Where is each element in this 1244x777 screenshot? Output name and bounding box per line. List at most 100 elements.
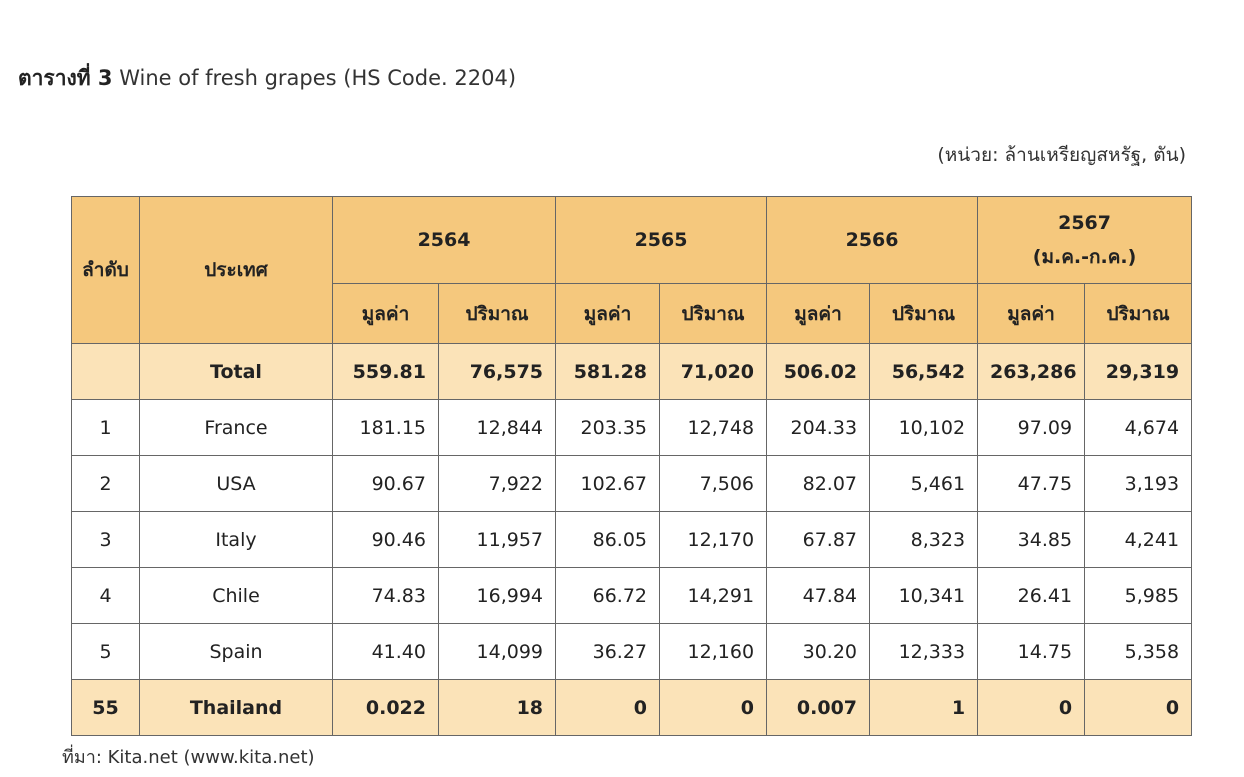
table-row-total: Total 559.81 76,575 581.28 71,020 506.02… <box>71 343 1193 400</box>
header-value: มูลค่า <box>977 283 1086 344</box>
unit-note: (หน่วย: ล้านเหรียญสหรัฐ, ตัน) <box>937 144 1186 166</box>
cell-value: 204.33 <box>766 399 871 456</box>
cell-quantity: 10,102 <box>869 399 979 456</box>
cell-value: 203.35 <box>555 399 661 456</box>
cell-quantity: 14,291 <box>659 567 768 624</box>
cell-rank: 2 <box>71 455 140 512</box>
cell-value: 47.84 <box>766 567 871 624</box>
header-country: ประเทศ <box>139 196 333 344</box>
cell-value: 181.15 <box>332 399 439 456</box>
cell-value: 0 <box>555 679 661 736</box>
cell-value: 41.40 <box>332 623 439 680</box>
cell-value: 66.72 <box>555 567 661 624</box>
header-year-2566: 2566 <box>766 196 979 284</box>
cell-value: 26.41 <box>977 567 1086 624</box>
cell-value: 74.83 <box>332 567 439 624</box>
table-title: ตารางที่ 3 Wine of fresh grapes (HS Code… <box>18 62 516 95</box>
cell-quantity: 4,674 <box>1084 399 1193 456</box>
cell-country: Total <box>139 343 333 400</box>
cell-value: 0.022 <box>332 679 439 736</box>
cell-quantity: 29,319 <box>1084 343 1193 400</box>
cell-value: 67.87 <box>766 511 871 568</box>
table-row: 5 Spain 41.40 14,099 36.27 12,160 30.20 … <box>71 623 1193 680</box>
header-year-2567: 2567 (ม.ค.-ก.ค.) <box>977 196 1193 284</box>
cell-quantity: 4,241 <box>1084 511 1193 568</box>
table-title-number: ตารางที่ 3 <box>18 66 113 90</box>
cell-rank: 1 <box>71 399 140 456</box>
cell-quantity: 12,748 <box>659 399 768 456</box>
cell-value: 263,286 <box>977 343 1086 400</box>
trade-table: ลำดับ ประเทศ 2564 2565 2566 2567 (ม.ค.-ก… <box>71 196 1193 736</box>
header-value: มูลค่า <box>766 283 871 344</box>
table-title-text: Wine of fresh grapes (HS Code. 2204) <box>112 66 517 90</box>
cell-rank: 3 <box>71 511 140 568</box>
cell-quantity: 56,542 <box>869 343 979 400</box>
cell-quantity: 3,193 <box>1084 455 1193 512</box>
cell-value: 581.28 <box>555 343 661 400</box>
cell-quantity: 8,323 <box>869 511 979 568</box>
cell-quantity: 76,575 <box>437 343 557 400</box>
header-value: มูลค่า <box>332 283 439 344</box>
cell-rank: 55 <box>71 679 140 736</box>
cell-country: France <box>139 399 333 456</box>
cell-rank <box>71 343 140 400</box>
cell-quantity: 10,341 <box>869 567 979 624</box>
header-year-2567-period: (ม.ค.-ก.ค.) <box>1032 246 1137 268</box>
header-quantity: ปริมาณ <box>437 283 557 344</box>
cell-quantity: 12,844 <box>437 399 557 456</box>
header-year-2565: 2565 <box>555 196 768 284</box>
source-note: ที่มา: Kita.net (www.kita.net) <box>62 747 315 768</box>
table-row-thailand: 55 Thailand 0.022 18 0 0 0.007 1 0 0 <box>71 679 1193 736</box>
cell-quantity: 7,506 <box>659 455 768 512</box>
cell-value: 90.67 <box>332 455 439 512</box>
cell-quantity: 5,985 <box>1084 567 1193 624</box>
header-row-years: ลำดับ ประเทศ 2564 2565 2566 2567 (ม.ค.-ก… <box>71 196 1193 344</box>
cell-value: 506.02 <box>766 343 871 400</box>
cell-quantity: 18 <box>437 679 557 736</box>
cell-country: Italy <box>139 511 333 568</box>
cell-value: 14.75 <box>977 623 1086 680</box>
cell-value: 30.20 <box>766 623 871 680</box>
table-row: 4 Chile 74.83 16,994 66.72 14,291 47.84 … <box>71 567 1193 624</box>
cell-quantity: 16,994 <box>437 567 557 624</box>
header-quantity: ปริมาณ <box>869 283 979 344</box>
cell-country: Spain <box>139 623 333 680</box>
header-rank: ลำดับ <box>71 196 140 344</box>
table-row: 2 USA 90.67 7,922 102.67 7,506 82.07 5,4… <box>71 455 1193 512</box>
header-quantity: ปริมาณ <box>659 283 768 344</box>
cell-value: 47.75 <box>977 455 1086 512</box>
cell-value: 0 <box>977 679 1086 736</box>
cell-quantity: 0 <box>659 679 768 736</box>
cell-value: 102.67 <box>555 455 661 512</box>
cell-value: 36.27 <box>555 623 661 680</box>
cell-quantity: 5,461 <box>869 455 979 512</box>
table-row: 3 Italy 90.46 11,957 86.05 12,170 67.87 … <box>71 511 1193 568</box>
cell-value: 90.46 <box>332 511 439 568</box>
cell-quantity: 11,957 <box>437 511 557 568</box>
cell-quantity: 12,160 <box>659 623 768 680</box>
cell-country: Chile <box>139 567 333 624</box>
cell-value: 34.85 <box>977 511 1086 568</box>
cell-rank: 5 <box>71 623 140 680</box>
cell-country: Thailand <box>139 679 333 736</box>
cell-quantity: 5,358 <box>1084 623 1193 680</box>
cell-country: USA <box>139 455 333 512</box>
header-year-2564: 2564 <box>331 196 557 284</box>
cell-value: 559.81 <box>332 343 439 400</box>
cell-quantity: 14,099 <box>437 623 557 680</box>
header-row-metrics: มูลค่า ปริมาณ มูลค่า ปริมาณ มูลค่า ปริมา… <box>72 283 1193 344</box>
cell-quantity: 1 <box>869 679 979 736</box>
cell-quantity: 71,020 <box>659 343 768 400</box>
cell-quantity: 12,333 <box>869 623 979 680</box>
cell-value: 86.05 <box>555 511 661 568</box>
header-quantity: ปริมาณ <box>1084 283 1193 344</box>
cell-quantity: 7,922 <box>437 455 557 512</box>
cell-value: 97.09 <box>977 399 1086 456</box>
header-value: มูลค่า <box>555 283 661 344</box>
cell-quantity: 12,170 <box>659 511 768 568</box>
cell-quantity: 0 <box>1084 679 1193 736</box>
table-row: 1 France 181.15 12,844 203.35 12,748 204… <box>71 399 1193 456</box>
header-year-2567-label: 2567 <box>1058 212 1111 234</box>
cell-value: 82.07 <box>766 455 871 512</box>
cell-rank: 4 <box>71 567 140 624</box>
